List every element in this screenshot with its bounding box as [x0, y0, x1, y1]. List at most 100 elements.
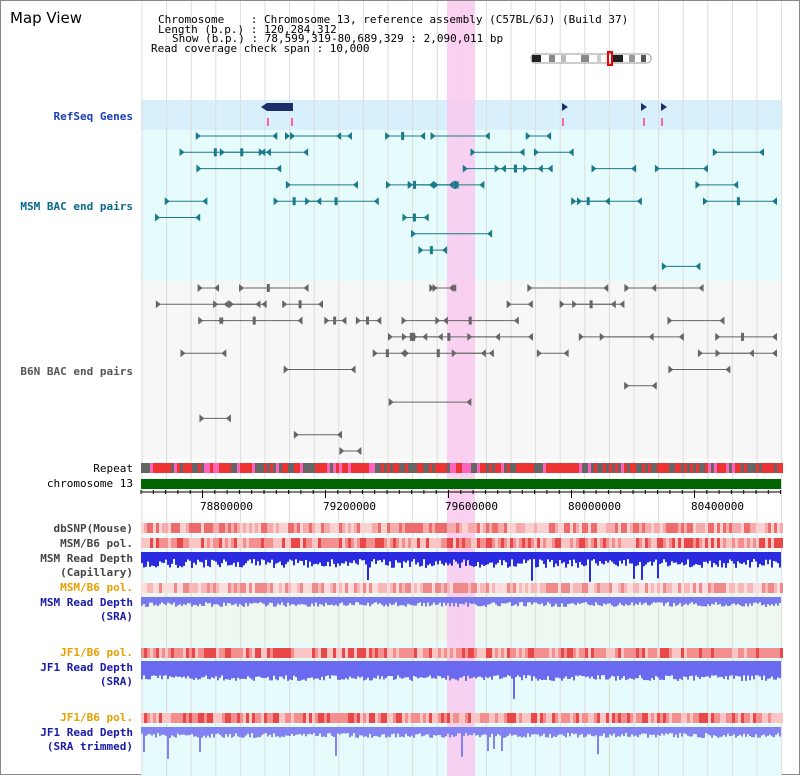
read-depth-bar — [167, 552, 169, 565]
read-depth-bar — [477, 597, 479, 607]
track-label-refseq[interactable]: RefSeq Genes — [53, 110, 133, 123]
read-depth-bar — [229, 552, 231, 566]
read-depth-bar — [237, 727, 239, 737]
polymorphism-cell — [231, 713, 234, 723]
ideogram-band — [532, 55, 541, 62]
repeat-segment — [198, 463, 201, 473]
read-depth-bar — [397, 597, 399, 607]
polymorphism-cell — [519, 583, 522, 593]
bac-end-marker — [772, 197, 777, 206]
read-depth-bar — [657, 727, 659, 735]
track-label-jf1-b6-pol-1[interactable]: JF1/B6 pol. — [60, 646, 133, 659]
read-depth-bar — [647, 552, 649, 563]
read-depth-bar — [703, 727, 705, 738]
read-depth-bar — [681, 661, 683, 680]
bac-end-marker — [219, 316, 225, 325]
read-depth-bar — [181, 727, 183, 735]
read-depth-bar — [377, 727, 379, 737]
read-depth-bar — [735, 552, 737, 568]
polymorphism-cell — [600, 583, 603, 593]
polymorphism-cell — [180, 538, 183, 548]
read-depth-bar — [497, 597, 499, 606]
polymorphism-cell — [642, 648, 645, 658]
read-depth-bar — [147, 661, 149, 680]
polymorphism-cell — [141, 583, 144, 593]
read-depth-bar — [365, 661, 367, 680]
polymorphism-cell — [423, 538, 426, 548]
track-label-b6n-bac[interactable]: B6N BAC end pairs — [20, 365, 133, 378]
read-depth-bar — [373, 661, 375, 678]
polymorphism-cell — [750, 538, 753, 548]
polymorphism-cell — [228, 583, 231, 593]
read-depth-bar — [349, 727, 351, 738]
polymorphism-cell — [468, 538, 471, 548]
read-depth-bar — [751, 727, 753, 738]
bac-end-marker — [337, 430, 343, 439]
repeat-segment — [456, 463, 459, 473]
polymorphism-cell — [330, 538, 333, 548]
track-label-repeat[interactable]: Repeat — [93, 462, 133, 475]
read-depth-bar — [371, 597, 373, 605]
polymorphism-cell — [693, 523, 696, 533]
track-label-jf1-depth-sra[interactable]: JF1 Read Depth — [40, 661, 133, 674]
read-depth-bar — [665, 597, 667, 604]
read-depth-bar — [259, 661, 261, 677]
track-label-dbsnp[interactable]: dbSNP(Mouse) — [53, 522, 133, 535]
track-label-jf1-depth-trimmed[interactable]: JF1 Read Depth — [40, 726, 133, 739]
repeat-segment — [525, 463, 528, 473]
polymorphism-cell — [507, 583, 510, 593]
read-depth-bar — [389, 727, 391, 738]
read-depth-bar — [151, 552, 153, 566]
track-label-msm-b6-pol-2[interactable]: MSM/B6 pol. — [60, 581, 133, 594]
polymorphism-cell — [636, 648, 639, 658]
polymorphism-cell — [210, 538, 213, 548]
read-depth-bar — [159, 661, 161, 676]
read-depth-bar — [183, 552, 185, 566]
read-depth-bar — [577, 597, 579, 603]
read-depth-bar — [345, 597, 347, 606]
read-depth-bar — [397, 552, 399, 563]
polymorphism-cell — [567, 648, 570, 658]
track-label-jf1-b6-pol-2[interactable]: JF1/B6 pol. — [60, 711, 133, 724]
polymorphism-cell — [255, 583, 258, 593]
polymorphism-cell — [156, 713, 159, 723]
read-depth-bar — [309, 661, 311, 678]
track-label-msm-bac[interactable]: MSM BAC end pairs — [20, 200, 133, 213]
read-depth-bar — [661, 727, 663, 734]
read-depth-bar — [255, 552, 257, 566]
read-depth-bar — [765, 661, 767, 681]
polymorphism-cell — [693, 713, 696, 723]
track-label-msm-b6-pol-1[interactable]: MSM/B6 pol. — [60, 537, 133, 550]
polymorphism-cell — [408, 523, 411, 533]
polymorphism-cell — [678, 648, 681, 658]
polymorphism-cell — [300, 538, 303, 548]
track-label-chromosome[interactable]: chromosome 13 — [46, 477, 133, 490]
polymorphism-cell — [165, 648, 168, 658]
polymorphism-cell — [315, 523, 318, 533]
polymorphism-cell — [183, 713, 186, 723]
track-label-msm-depth-capillary[interactable]: MSM Read Depth — [40, 552, 133, 565]
read-depth-bar — [201, 552, 203, 563]
polymorphism-cell — [492, 583, 495, 593]
polymorphism-cell — [336, 648, 339, 658]
read-depth-bar — [175, 727, 177, 738]
polymorphism-cell — [390, 713, 393, 723]
read-depth-bar — [627, 597, 629, 606]
polymorphism-cell — [183, 523, 186, 533]
polymorphism-cell — [501, 648, 504, 658]
polymorphism-cell — [333, 648, 336, 658]
bac-end-marker — [586, 197, 590, 206]
polymorphism-cell — [705, 583, 708, 593]
read-depth-bar — [353, 661, 355, 679]
read-depth-bar — [369, 661, 371, 681]
track-label-msm-depth-sra[interactable]: MSM Read Depth — [40, 596, 133, 609]
read-depth-bar — [273, 552, 275, 568]
polymorphism-cell — [381, 523, 384, 533]
read-depth-bar — [719, 727, 721, 738]
polymorphism-cell — [591, 538, 594, 548]
repeat-segment — [264, 463, 267, 473]
read-depth-bar — [771, 661, 773, 677]
read-depth-bar — [591, 597, 593, 605]
polymorphism-cell — [411, 583, 414, 593]
